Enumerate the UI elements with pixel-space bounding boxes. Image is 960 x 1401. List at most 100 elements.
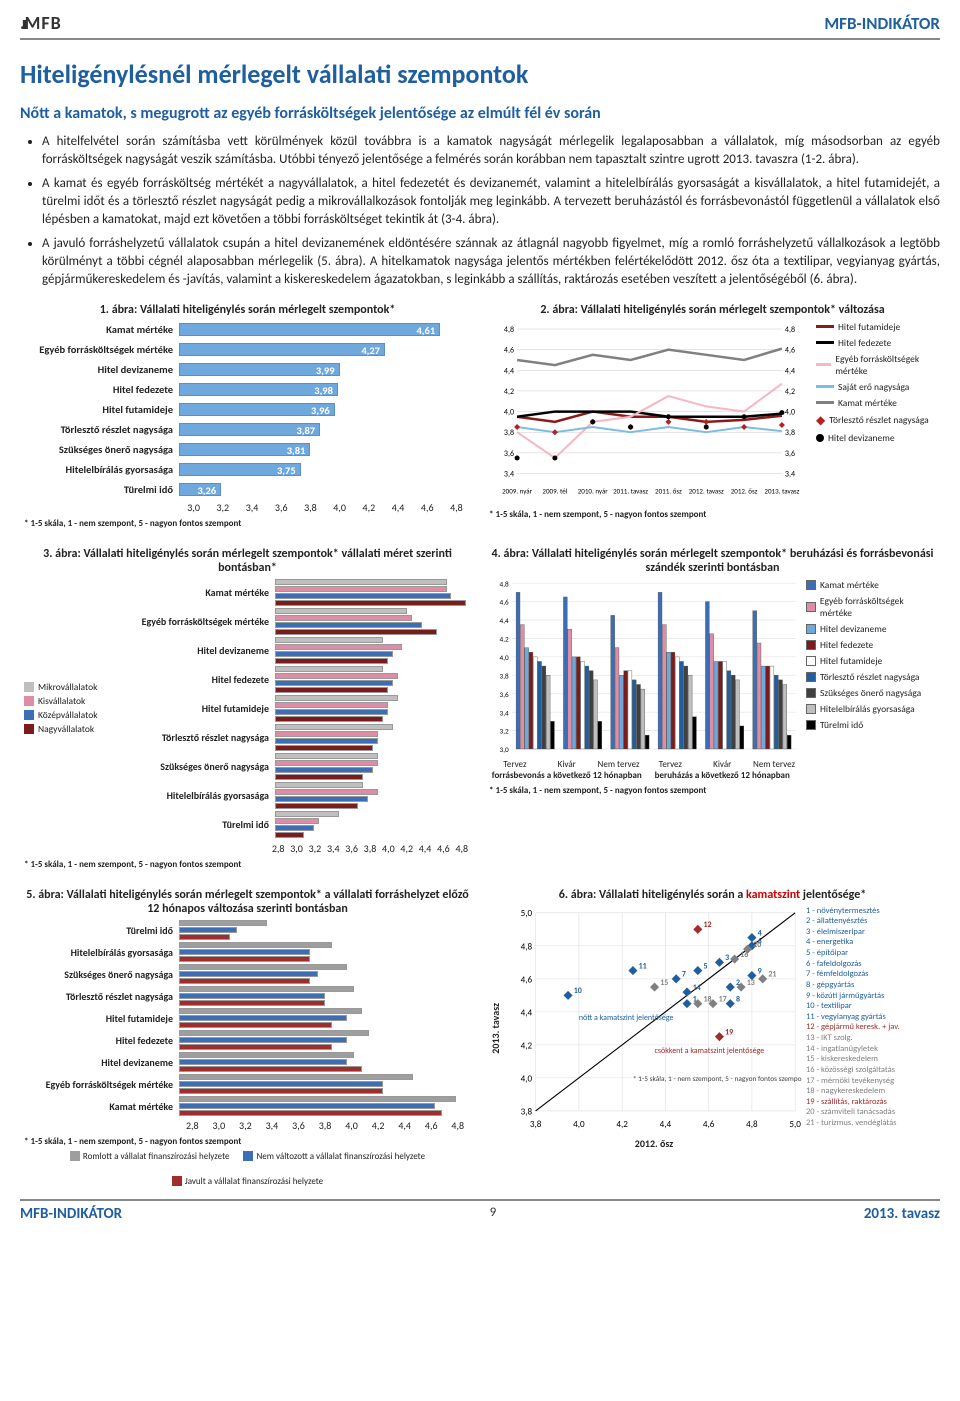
chart-1-bar: Hitel fedezete3,98 bbox=[24, 381, 471, 399]
svg-text:3,4: 3,4 bbox=[500, 708, 509, 717]
chart-1-bar: Hitel futamideje3,96 bbox=[24, 401, 471, 419]
chart-3-row: Egyéb forrásköltségek mértéke bbox=[120, 608, 471, 636]
svg-text:4,6: 4,6 bbox=[785, 345, 795, 355]
chart-6-sectors: 1 - növénytermesztés2 - állattenyésztés3… bbox=[806, 906, 936, 1151]
chart-6-title: 6. ábra: Vállalati hiteligénylés során a… bbox=[489, 888, 936, 902]
chart-5-legend: Romlott a vállalat finanszírozási helyze… bbox=[24, 1151, 471, 1187]
svg-text:15: 15 bbox=[660, 977, 668, 987]
chart-3: 3. ábra: Vállalati hiteligénylés során m… bbox=[20, 543, 475, 874]
svg-text:3,6: 3,6 bbox=[500, 689, 509, 698]
svg-text:14: 14 bbox=[693, 982, 701, 992]
svg-text:3,6: 3,6 bbox=[785, 448, 795, 458]
chart-6-ylabel: 2013. tavasz bbox=[489, 906, 502, 1151]
chart-2-footnote: * 1-5 skála, 1 - nem szempont, 5 - nagyo… bbox=[489, 509, 810, 520]
svg-text:4,0: 4,0 bbox=[500, 652, 509, 661]
page-title: Hiteligénylésnél mérlegelt vállalati sze… bbox=[20, 58, 940, 90]
svg-text:2013. tavasz: 2013. tavasz bbox=[764, 486, 799, 495]
svg-text:3,0: 3,0 bbox=[500, 745, 509, 754]
chart-2-legend: Hitel futamidejeHitel fedezeteEgyéb forr… bbox=[816, 321, 936, 521]
svg-text:4,6: 4,6 bbox=[703, 1118, 715, 1129]
chart-3-row: Törlesztő részlet nagysága bbox=[120, 724, 471, 752]
chart-5-row: Törlesztő részlet nagysága bbox=[24, 986, 471, 1007]
chart-3-row: Hitel fedezete bbox=[120, 666, 471, 694]
svg-text:4,2: 4,2 bbox=[521, 1040, 533, 1051]
chart-3-row: Szükséges önerő nagysága bbox=[120, 753, 471, 781]
chart-5-row: Türelmi idő bbox=[24, 920, 471, 941]
svg-text:4,0: 4,0 bbox=[504, 407, 514, 417]
svg-text:5: 5 bbox=[704, 961, 708, 971]
svg-text:2012. ősz: 2012. ősz bbox=[731, 486, 758, 495]
bullet-item: A kamat és egyéb forrásköltség mértékét … bbox=[42, 175, 940, 229]
footer: MFB-INDIKÁTOR 9 2013. tavasz bbox=[20, 1199, 940, 1223]
svg-text:5,0: 5,0 bbox=[521, 908, 533, 919]
svg-text:3: 3 bbox=[725, 953, 729, 963]
bullet-list: A hitelfelvétel során számításba vett kö… bbox=[20, 133, 940, 289]
svg-text:2012. tavasz: 2012. tavasz bbox=[689, 486, 724, 495]
svg-text:4,0: 4,0 bbox=[573, 1118, 585, 1129]
footer-page: 9 bbox=[490, 1205, 497, 1223]
svg-text:2010. nyár: 2010. nyár bbox=[578, 486, 609, 495]
svg-text:8: 8 bbox=[736, 994, 740, 1004]
svg-text:3,8: 3,8 bbox=[521, 1106, 533, 1117]
chart-4: 4. ábra: Vállalati hiteligénylés során m… bbox=[485, 543, 940, 874]
chart-5-row: Hitel futamideje bbox=[24, 1008, 471, 1029]
chart-1-bar: Egyéb forrásköltségek mértéke4,27 bbox=[24, 341, 471, 359]
svg-text:13: 13 bbox=[747, 977, 755, 987]
chart-1-bar: Hitelelbírálás gyorsasága3,75 bbox=[24, 461, 471, 479]
svg-text:2011. tavasz: 2011. tavasz bbox=[613, 486, 648, 495]
chart-5-footnote: * 1-5 skála, 1 - nem szempont, 5 - nagyo… bbox=[24, 1136, 471, 1147]
bullet-item: A hitelfelvétel során számításba vett kö… bbox=[42, 133, 940, 169]
svg-text:2009. tél: 2009. tél bbox=[542, 486, 567, 495]
svg-text:3,8: 3,8 bbox=[530, 1118, 542, 1129]
chart-1: 1. ábra: Vállalati hiteligénylés során m… bbox=[20, 299, 475, 533]
chart-5-title: 5. ábra: Vállalati hiteligénylés során m… bbox=[24, 888, 471, 916]
svg-text:4,6: 4,6 bbox=[504, 345, 514, 355]
svg-text:4,2: 4,2 bbox=[785, 386, 795, 396]
svg-text:3,2: 3,2 bbox=[500, 726, 509, 735]
svg-text:4,4: 4,4 bbox=[660, 1118, 672, 1129]
chart-6-xlabel: 2012. ősz bbox=[506, 1137, 802, 1150]
svg-text:5,0: 5,0 bbox=[789, 1118, 801, 1129]
logo: .ııMFB bbox=[20, 12, 62, 34]
chart-3-footnote: * 1-5 skála, 1 - nem szempont, 5 - nagyo… bbox=[24, 859, 471, 870]
bullet-item: A javuló forráshelyzetű vállalatok csupá… bbox=[42, 235, 940, 289]
svg-text:4,4: 4,4 bbox=[521, 1007, 533, 1018]
chart-1-title: 1. ábra: Vállalati hiteligénylés során m… bbox=[24, 303, 471, 317]
svg-text:18: 18 bbox=[704, 994, 712, 1004]
svg-text:nőtt a kamatszint jelentősége: nőtt a kamatszint jelentősége bbox=[579, 1013, 674, 1023]
chart-5-row: Hitel devizaneme bbox=[24, 1052, 471, 1073]
chart-1-footnote: * 1-5 skála, 1 - nem szempont, 5 - nagyo… bbox=[24, 518, 471, 529]
svg-text:4,8: 4,8 bbox=[746, 1118, 758, 1129]
svg-text:4,2: 4,2 bbox=[616, 1118, 628, 1129]
svg-text:4,6: 4,6 bbox=[521, 974, 533, 985]
chart-3-row: Hitel devizaneme bbox=[120, 637, 471, 665]
chart-3-row: Türelmi idő bbox=[120, 811, 471, 839]
svg-text:7: 7 bbox=[682, 969, 686, 979]
header: .ııMFB MFB-INDIKÁTOR bbox=[20, 12, 940, 40]
chart-5-row: Egyéb forrásköltségek mértéke bbox=[24, 1074, 471, 1095]
svg-text:4,6: 4,6 bbox=[500, 597, 509, 606]
chart-6: 6. ábra: Vállalati hiteligénylés során a… bbox=[485, 884, 940, 1191]
chart-1-bar: Szükséges önerő nagysága3,81 bbox=[24, 441, 471, 459]
chart-1-bar: Türelmi idő3,26 bbox=[24, 481, 471, 499]
chart-4-legend: Kamat mértékeEgyéb forrásköltségek mérté… bbox=[806, 579, 936, 796]
chart-5-row: Kamat mértéke bbox=[24, 1096, 471, 1117]
svg-text:* 1-5 skála, 1 - nem szempont,: * 1-5 skála, 1 - nem szempont, 5 - nagyo… bbox=[633, 1074, 802, 1083]
svg-text:9: 9 bbox=[758, 966, 762, 976]
svg-text:3,6: 3,6 bbox=[504, 448, 514, 458]
chart-5-row: Hitelelbírálás gyorsasága bbox=[24, 942, 471, 963]
chart-4-footnote: * 1-5 skála, 1 - nem szempont, 5 - nagyo… bbox=[489, 785, 800, 796]
svg-text:4,4: 4,4 bbox=[500, 616, 509, 625]
svg-text:4,4: 4,4 bbox=[785, 366, 795, 376]
svg-text:4,4: 4,4 bbox=[504, 366, 514, 376]
chart-4-title: 4. ábra: Vállalati hiteligénylés során m… bbox=[489, 547, 936, 575]
svg-text:3,8: 3,8 bbox=[504, 428, 514, 438]
svg-text:3,8: 3,8 bbox=[500, 671, 509, 680]
svg-text:4,0: 4,0 bbox=[785, 407, 795, 417]
svg-text:4,8: 4,8 bbox=[785, 325, 795, 335]
svg-text:11: 11 bbox=[639, 961, 647, 971]
svg-text:3,4: 3,4 bbox=[504, 469, 514, 479]
svg-text:17: 17 bbox=[719, 994, 727, 1004]
svg-text:19: 19 bbox=[725, 1027, 733, 1037]
subtitle: Nőtt a kamatok, s megugrott az egyéb for… bbox=[20, 104, 940, 123]
